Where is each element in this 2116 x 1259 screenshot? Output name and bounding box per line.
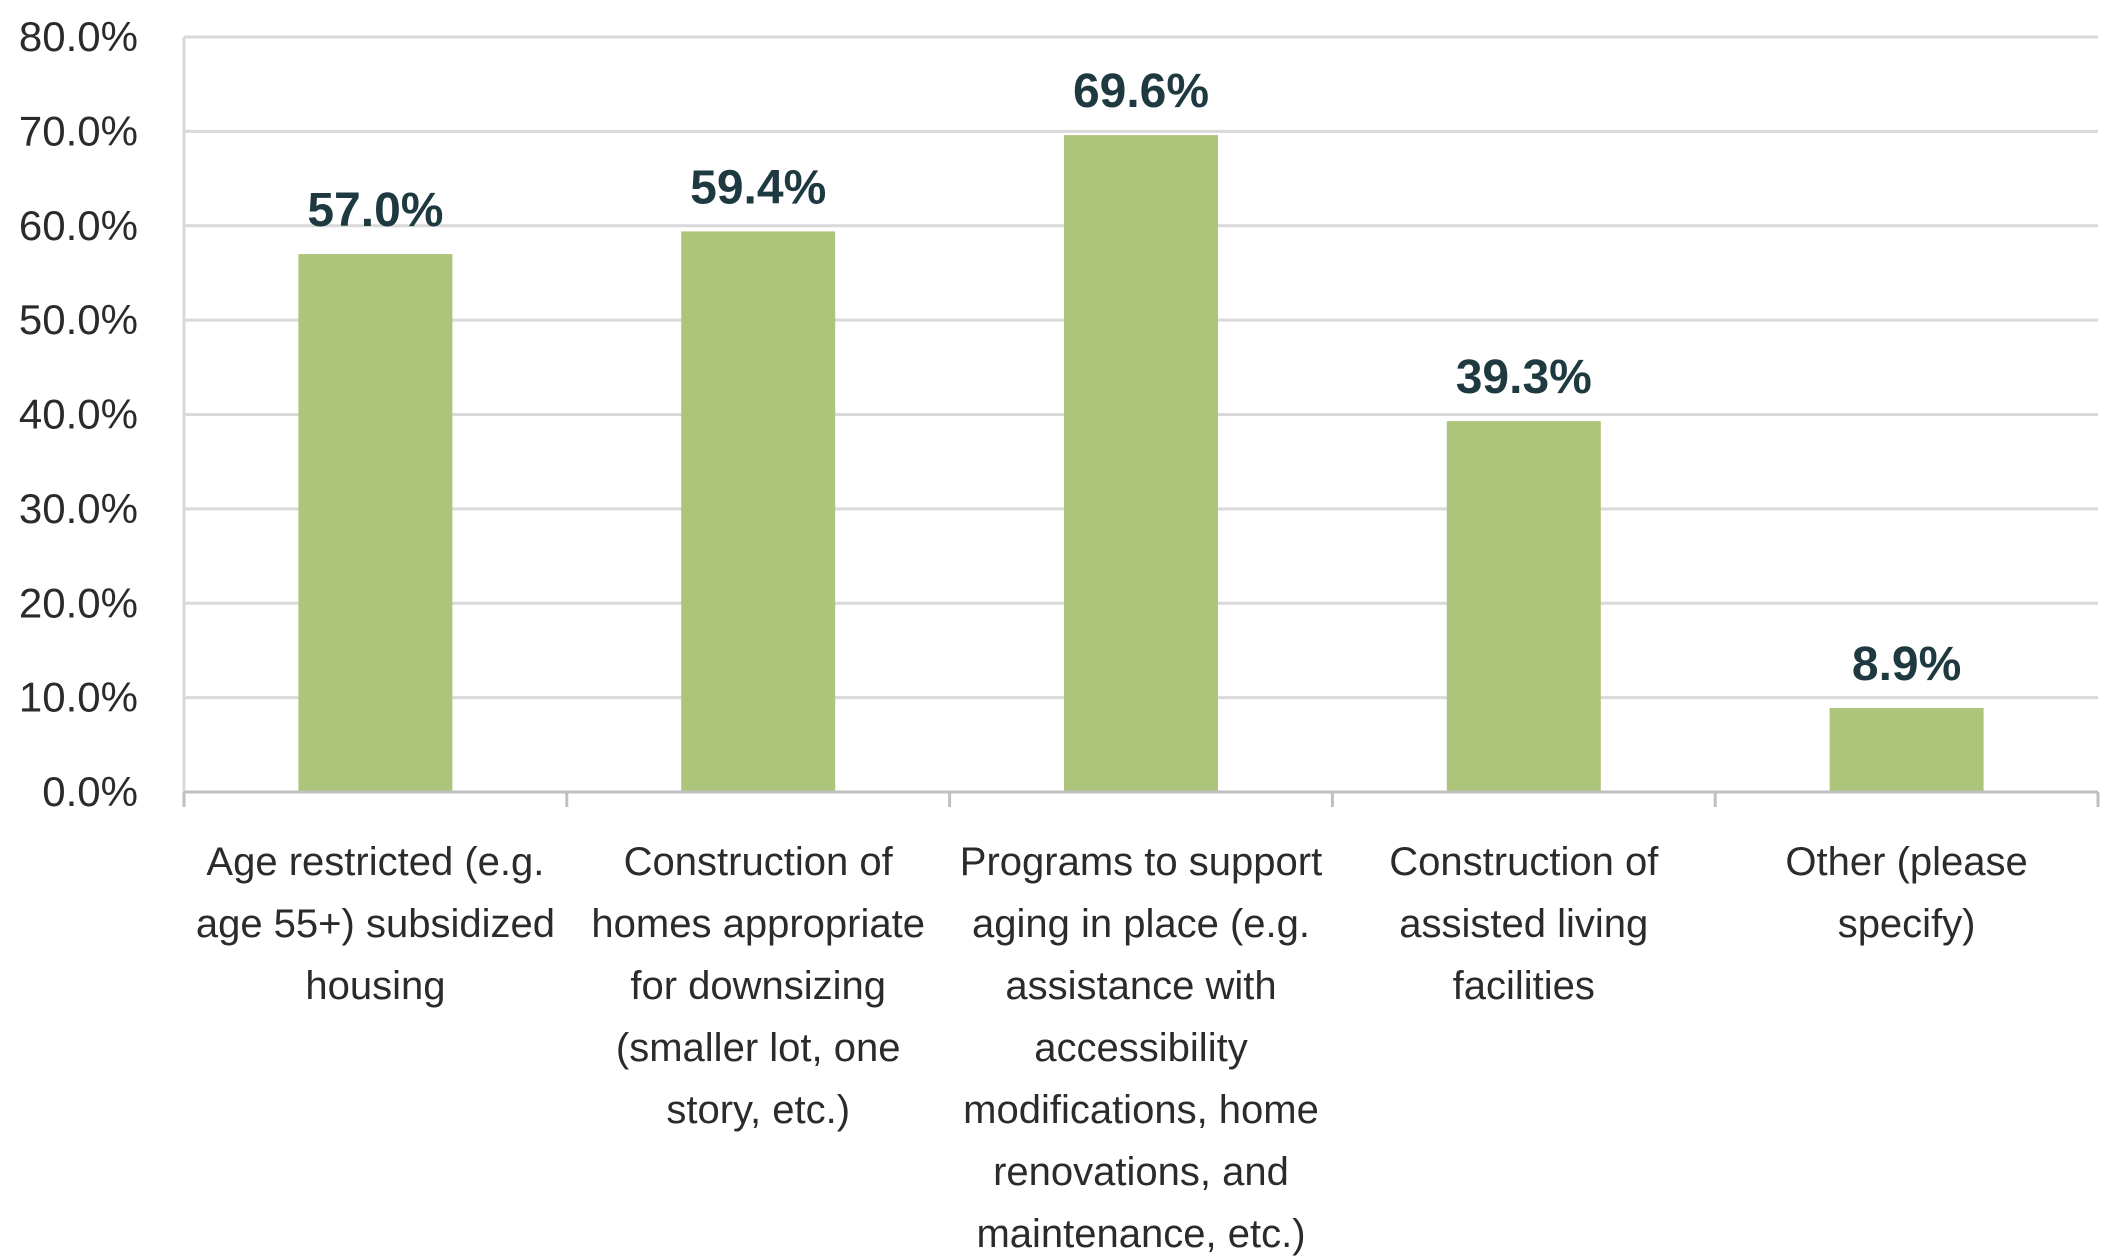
y-tick-label: 20.0% xyxy=(19,579,138,626)
category-label-line: Age restricted (e.g. xyxy=(206,840,544,884)
y-tick-label: 80.0% xyxy=(19,13,138,60)
category-label-line: maintenance, etc.) xyxy=(976,1212,1305,1256)
data-label: 59.4% xyxy=(690,161,826,214)
y-axis-ticks: 0.0% 10.0% 20.0% 30.0% 40.0% 50.0% 60.0% 70.0% 8… xyxy=(19,13,138,815)
category-label-line: age 55+) subsidized xyxy=(196,902,555,946)
category-label-line: aging in place (e.g. xyxy=(972,902,1310,946)
category-label-line: Other (please xyxy=(1785,840,2027,884)
bar xyxy=(1064,135,1218,792)
y-tick-label: 30.0% xyxy=(19,485,138,532)
category-label-line: Construction of xyxy=(624,840,894,884)
category-label-line: story, etc.) xyxy=(666,1088,850,1132)
category-label-line: assistance with xyxy=(1005,964,1276,1008)
category-label-line: Programs to support xyxy=(960,840,1322,884)
y-tick-label: 10.0% xyxy=(19,674,138,721)
category-label-line: modifications, home xyxy=(963,1088,1319,1132)
data-labels: 57.0% 59.4% 69.6% 39.3% 8.9% xyxy=(307,65,1961,691)
category-label-line: assisted living xyxy=(1399,902,1648,946)
bar xyxy=(1829,708,1984,792)
category-label-line: housing xyxy=(305,964,445,1008)
category-label-line: homes appropriate xyxy=(591,902,925,946)
category-label-line: accessibility xyxy=(1034,1026,1247,1070)
y-tick-label: 40.0% xyxy=(19,391,138,438)
bar xyxy=(681,231,836,793)
category-label: Other (please specify) xyxy=(1785,840,2027,946)
data-label: 8.9% xyxy=(1852,638,1961,691)
bars xyxy=(298,135,1984,793)
category-label-line: for downsizing xyxy=(630,964,886,1008)
x-axis xyxy=(182,37,2100,807)
y-tick-label: 60.0% xyxy=(19,202,138,249)
bar xyxy=(1446,421,1601,792)
data-label: 39.3% xyxy=(1456,351,1592,404)
y-tick-label: 70.0% xyxy=(19,107,138,154)
category-label-line: Construction of xyxy=(1389,840,1659,884)
category-label-line: facilities xyxy=(1453,964,1595,1008)
category-label: Programs to support aging in place (e.g. a… xyxy=(960,840,1322,1256)
bar xyxy=(298,254,453,792)
data-label: 69.6% xyxy=(1073,65,1209,118)
y-tick-label: 50.0% xyxy=(19,296,138,343)
category-label-line: specify) xyxy=(1838,902,1976,946)
category-label-line: renovations, and xyxy=(993,1150,1289,1194)
category-label-line: (smaller lot, one xyxy=(616,1026,901,1070)
data-label: 57.0% xyxy=(307,184,443,237)
y-tick-label: 0.0% xyxy=(42,768,138,815)
category-label: Age restricted (e.g. age 55+) subsidized h… xyxy=(196,840,555,1008)
category-labels: Age restricted (e.g. age 55+) subsidized h… xyxy=(196,840,2028,1256)
category-label: Construction of assisted living facilities xyxy=(1389,840,1659,1008)
category-label: Construction of homes appropriate for down… xyxy=(591,840,925,1132)
